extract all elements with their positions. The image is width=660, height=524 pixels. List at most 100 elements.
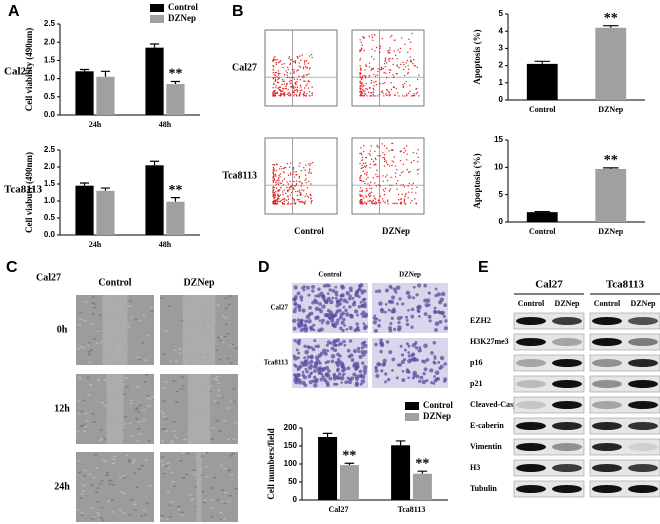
flow-dot	[310, 183, 312, 185]
texture	[98, 483, 102, 485]
flow-dot	[364, 77, 367, 79]
cell	[433, 375, 436, 378]
flow-dot	[369, 192, 371, 194]
texture	[180, 511, 184, 514]
flow-dot	[299, 92, 301, 94]
label: Tubulin	[470, 484, 497, 493]
cell	[296, 291, 301, 296]
label: Tca8113	[606, 279, 645, 291]
flow-dot	[392, 202, 394, 205]
texture	[234, 421, 238, 424]
cell	[293, 339, 297, 343]
flow-dot	[299, 84, 302, 87]
cell	[389, 322, 393, 326]
flow-dot	[400, 198, 403, 200]
flow-dot	[298, 175, 300, 178]
flow-dot	[398, 95, 400, 97]
cell	[352, 348, 358, 354]
flow-dot	[296, 81, 298, 83]
texture	[168, 305, 172, 307]
bar	[412, 473, 432, 500]
flow-dot	[292, 173, 294, 175]
label: Cal27	[329, 505, 349, 514]
error-bar	[344, 462, 355, 466]
flow-dot	[363, 74, 366, 77]
flow-dot	[408, 171, 410, 174]
flow-dot	[359, 57, 362, 59]
flow-dot	[382, 152, 384, 154]
cell	[389, 299, 393, 303]
cell	[322, 284, 327, 288]
cell	[430, 381, 434, 385]
cell	[414, 346, 419, 350]
texture	[205, 452, 209, 454]
cell	[335, 309, 339, 313]
label: Cal27	[4, 66, 32, 78]
texture	[77, 400, 81, 402]
cell	[323, 299, 327, 303]
texture	[229, 455, 233, 457]
flow-dot	[369, 95, 371, 97]
texture	[138, 358, 142, 361]
cell	[319, 377, 323, 382]
flow-dot	[279, 94, 282, 96]
flow-dot	[304, 61, 306, 63]
cell	[330, 359, 335, 364]
flow-dot	[298, 191, 301, 193]
flow-dot	[359, 72, 362, 75]
cell	[343, 324, 346, 327]
cell	[312, 375, 317, 380]
flow-dot	[361, 82, 363, 85]
flow-dot	[289, 194, 291, 196]
flow-dot	[283, 189, 285, 191]
cell	[359, 283, 364, 288]
flow-dot	[307, 62, 310, 65]
cell	[317, 287, 321, 291]
cell	[328, 310, 333, 315]
texture	[171, 480, 175, 483]
flow-dot	[287, 183, 290, 185]
flow-dot	[372, 202, 374, 205]
texture	[150, 310, 154, 312]
flow-dot	[372, 68, 374, 70]
cell	[375, 373, 380, 378]
flow-dot	[306, 93, 308, 95]
flow-dot	[399, 174, 401, 177]
flow-dot	[307, 180, 310, 183]
flow-dot	[384, 59, 387, 61]
label: Cal27	[535, 279, 563, 291]
cell	[357, 305, 362, 309]
flow-dot	[295, 183, 298, 185]
cell	[342, 317, 346, 322]
flow-dot	[303, 87, 306, 89]
cell	[380, 343, 385, 348]
flow-dot	[275, 180, 277, 182]
flow-dot	[382, 156, 384, 159]
texture	[84, 469, 88, 472]
texture	[128, 514, 132, 516]
flow-dot	[296, 173, 298, 176]
flow-dot	[383, 194, 386, 196]
texture	[149, 307, 153, 310]
flow-dot	[409, 60, 412, 62]
cell	[393, 327, 397, 331]
flow-dot	[276, 81, 279, 83]
cell	[339, 294, 343, 298]
flow-dot	[415, 202, 417, 204]
flow-dot	[386, 174, 388, 176]
flow-dot	[276, 91, 279, 94]
cell	[418, 346, 422, 349]
cell	[305, 314, 311, 320]
texture	[124, 377, 128, 379]
texture	[193, 473, 197, 476]
flow-dot	[281, 83, 283, 86]
flow-dot	[359, 80, 361, 83]
flow-dot	[308, 172, 310, 174]
flow-dot	[392, 161, 395, 163]
flow-dot	[361, 164, 363, 166]
cell	[307, 319, 312, 324]
flow-dot	[289, 172, 292, 174]
flow-dot	[287, 198, 290, 201]
band	[592, 338, 622, 346]
texture	[224, 307, 228, 309]
